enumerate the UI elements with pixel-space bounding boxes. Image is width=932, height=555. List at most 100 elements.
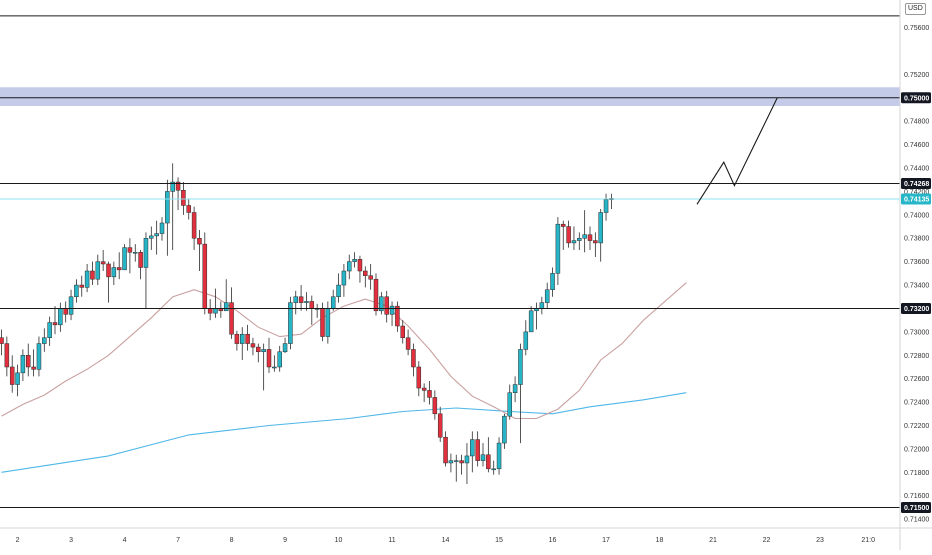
candle — [454, 454, 459, 482]
moving-average-fast — [1, 282, 687, 420]
candle — [0, 329, 4, 356]
candle-body — [159, 222, 165, 234]
candle — [223, 279, 229, 312]
price-tick-label: 0.75600 — [904, 25, 929, 32]
candle — [544, 282, 550, 309]
candle-body — [539, 302, 545, 309]
candle — [464, 443, 470, 485]
candle — [138, 249, 143, 280]
candle — [207, 299, 213, 321]
price-tick-label: 0.73400 — [904, 283, 929, 290]
candle — [582, 210, 587, 253]
candle — [245, 324, 250, 351]
price-tag-box — [901, 302, 931, 314]
candle — [512, 376, 518, 403]
candle-body — [363, 270, 368, 276]
candle — [272, 355, 277, 372]
candle-body — [512, 384, 518, 393]
candle-body — [373, 278, 379, 312]
candle-body — [577, 237, 582, 241]
candle-body — [325, 308, 331, 337]
price-tag-box — [901, 177, 931, 189]
candle-body — [347, 261, 352, 272]
candle — [84, 263, 90, 293]
candle-body — [571, 240, 577, 244]
candle — [416, 361, 422, 397]
candle — [181, 182, 186, 215]
candle-body — [15, 372, 20, 385]
candle-body — [154, 233, 159, 237]
candle-body — [250, 343, 256, 348]
candle — [170, 163, 175, 250]
time-tick-label: 15 — [495, 537, 503, 544]
candle — [347, 254, 352, 280]
candle — [555, 217, 561, 286]
candle-body — [480, 454, 486, 461]
candle-body — [502, 415, 507, 444]
candle-body — [491, 468, 496, 471]
time-tick-label: 10 — [335, 537, 343, 544]
candle — [165, 179, 170, 256]
time-tick-label: 21 — [709, 537, 717, 544]
candle — [437, 406, 443, 442]
candle-body — [464, 455, 470, 464]
candle — [234, 330, 240, 351]
candle-body — [170, 181, 175, 192]
candle — [47, 316, 52, 346]
candle — [4, 336, 10, 377]
candle — [598, 208, 603, 262]
candle-body — [288, 302, 293, 344]
candle — [106, 261, 111, 303]
candle-body — [223, 302, 229, 312]
price-tag-label: 0.74135 — [904, 197, 929, 204]
candle-body — [587, 234, 593, 241]
candle-body — [90, 270, 95, 280]
candle — [100, 249, 106, 272]
candle — [116, 252, 122, 280]
price-tag-box — [901, 193, 931, 205]
candle-body — [352, 259, 357, 262]
price-tag-box — [901, 501, 931, 513]
candle-body — [341, 270, 347, 286]
time-tick-label: 22 — [763, 537, 771, 544]
candle-body — [432, 397, 438, 415]
candle — [405, 329, 411, 356]
candle — [421, 383, 427, 403]
time-tick-label: 11 — [388, 537, 395, 544]
price-tick-label: 0.74000 — [904, 212, 929, 219]
price-tag-label: 0.74268 — [904, 181, 929, 188]
candle-body — [561, 223, 566, 227]
candle — [475, 431, 480, 467]
candle — [58, 302, 63, 332]
candle — [368, 263, 373, 290]
candle — [400, 320, 405, 344]
candle — [52, 306, 58, 335]
price-tick-label: 0.72800 — [904, 353, 929, 360]
ma-slow-line — [1, 392, 687, 473]
candle — [587, 226, 593, 250]
candle-body — [389, 305, 395, 315]
candle-body — [0, 337, 4, 344]
price-tick-label: 0.74600 — [904, 142, 929, 149]
candle — [42, 328, 47, 352]
time-tick-label: 3 — [69, 537, 73, 544]
time-tick-label: 7 — [176, 537, 180, 544]
candle-body — [181, 190, 186, 206]
candle-body — [4, 343, 10, 368]
time-tick-label: 16 — [549, 537, 557, 544]
candle-body — [240, 333, 245, 344]
candle — [432, 390, 438, 420]
price-tags: 0.75000 0.74268 0.74135 0.73200 0.71500 — [901, 92, 931, 513]
candle — [9, 355, 15, 393]
candle — [213, 288, 218, 318]
candle — [261, 343, 266, 391]
candle-body — [603, 199, 609, 213]
candle-body — [68, 296, 74, 315]
candle-body — [454, 460, 459, 462]
candle-body — [52, 322, 58, 326]
price-tag-label: 0.73200 — [904, 306, 929, 313]
candle-body — [544, 289, 550, 303]
candle — [133, 244, 138, 262]
